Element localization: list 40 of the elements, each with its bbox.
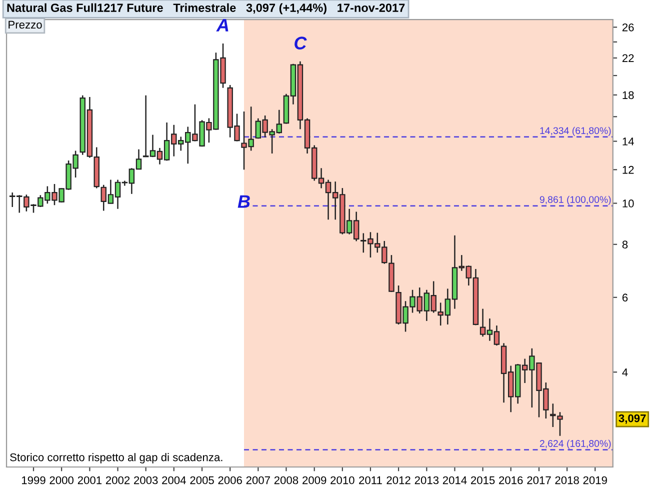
y-tick-label: 22 — [622, 54, 634, 62]
x-tick-label: 2014 — [442, 476, 467, 484]
x-tick-label: 2015 — [471, 476, 495, 484]
annotation: B — [238, 195, 250, 208]
y-tick-label: 26 — [622, 23, 634, 32]
text: 3,097 — [618, 414, 646, 424]
x-tick-label: 2016 — [499, 476, 523, 484]
annotation: Prezzo — [8, 20, 42, 29]
ref-line-label: 14,334 (61,80%) — [540, 126, 611, 136]
x-tick-label: 2006 — [218, 476, 242, 484]
x-tick-label: 2012 — [386, 476, 410, 484]
x-tick-label: 2004 — [162, 476, 186, 484]
x-tick-label: 2005 — [190, 476, 214, 484]
y-tick-label: 4 — [622, 368, 628, 376]
y-tick-label: 10 — [622, 200, 634, 208]
x-tick-label: 1999 — [22, 476, 46, 484]
ref-line-label: 2,624 (161,80%) — [540, 440, 611, 449]
y-tick-label: 8 — [622, 240, 628, 249]
y-tick-label: 14 — [622, 138, 634, 146]
x-tick-label: 2000 — [50, 476, 74, 484]
x-tick-label: 2002 — [106, 476, 130, 484]
chart-title: Natural Gas Full1217 Future Trimestrale 3,097 (+1,44%) 17-nov-2017 — [7, 3, 405, 14]
x-tick-label: 2003 — [134, 476, 158, 484]
annotation: Storico corretto rispetto al gap di scadenza. — [10, 453, 222, 464]
y-tick-label: 12 — [622, 166, 634, 174]
x-tick-label: 2008 — [274, 476, 298, 484]
x-tick-label: 2018 — [555, 476, 579, 484]
annotation: A — [216, 18, 228, 32]
x-tick-label: 2007 — [246, 476, 270, 484]
ref-line-label: 9,861 (100,00%) — [540, 196, 611, 205]
x-tick-label: 2010 — [330, 476, 354, 484]
x-tick-label: 2017 — [527, 476, 551, 484]
y-tick-label: 6 — [622, 294, 628, 302]
x-tick-label: 2001 — [78, 476, 102, 484]
x-tick-label: 2011 — [359, 476, 382, 484]
annotation: C — [294, 36, 307, 50]
x-tick-label: 2019 — [583, 476, 607, 484]
x-tick-label: 2009 — [302, 476, 326, 484]
y-tick-label: 18 — [622, 91, 634, 100]
x-tick-label: 2013 — [414, 476, 439, 484]
